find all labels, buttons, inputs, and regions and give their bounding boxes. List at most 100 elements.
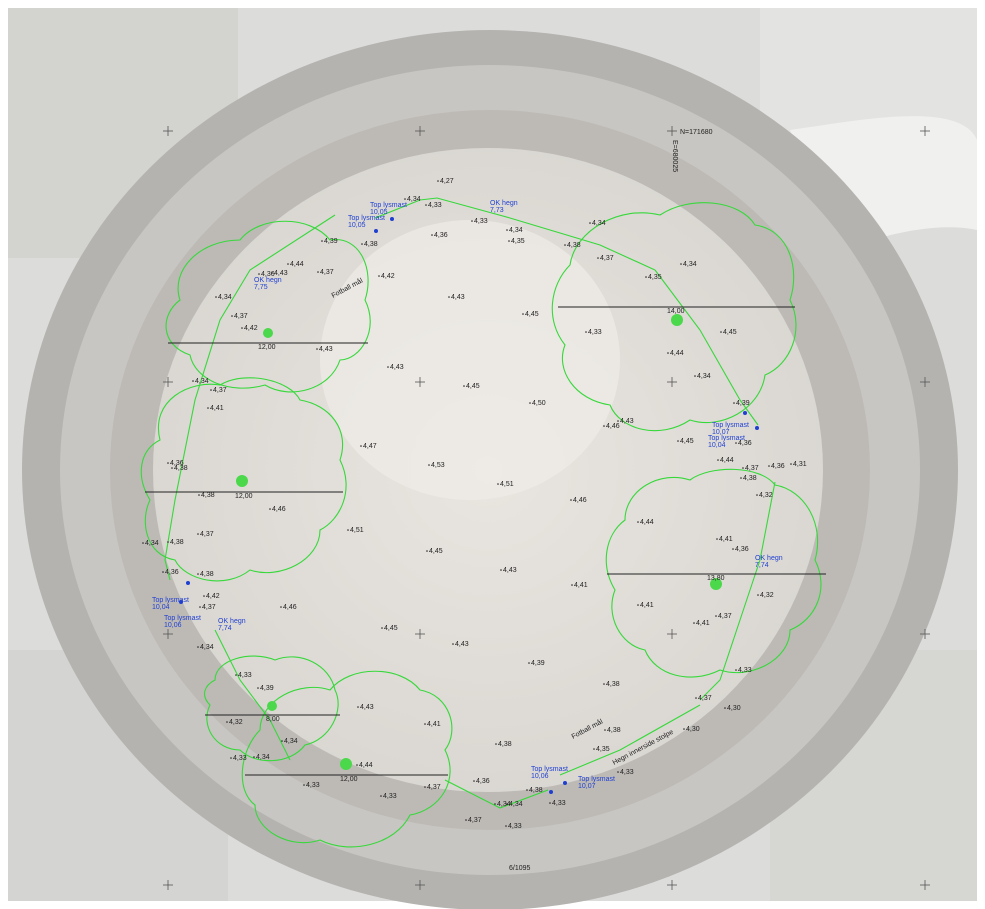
grid-cross xyxy=(667,629,677,639)
spot-height-label: 4,37 xyxy=(427,784,441,791)
grid-crosses xyxy=(163,126,930,890)
spot-height-point xyxy=(197,573,199,575)
spot-height-label: 4,38 xyxy=(201,492,215,499)
grid-cross xyxy=(920,629,930,639)
spot-height-point xyxy=(508,240,510,242)
spot-height-label: 4,34 xyxy=(200,644,214,651)
bottom-grid-label: 6/1095 xyxy=(509,865,531,872)
tree-diameter-sw: 8,00 xyxy=(266,716,280,723)
spot-height-point xyxy=(404,198,406,200)
spot-height-point xyxy=(680,263,682,265)
spot-height-label: 4,42 xyxy=(206,593,220,600)
spot-height-label: 4,37 xyxy=(698,695,712,702)
annotation-label: OK hegn 7,74 xyxy=(755,555,783,569)
spot-height-label: 4,33 xyxy=(620,769,634,776)
spot-height-point xyxy=(733,402,735,404)
spot-height-label: 4,36 xyxy=(434,232,448,239)
spot-height-point xyxy=(715,615,717,617)
spot-height-point xyxy=(437,180,439,182)
spot-height-point xyxy=(645,276,647,278)
spot-height-label: 4,34 xyxy=(284,738,298,745)
spot-height-point xyxy=(549,802,551,804)
spot-height-label: 4,38 xyxy=(743,475,757,482)
spot-height-point xyxy=(506,229,508,231)
spot-height-label: 4,32 xyxy=(760,592,774,599)
spot-height-point xyxy=(522,313,524,315)
annotation-label: Top lysmast 10,04 xyxy=(708,435,745,449)
annotation-label: OK hegn 7,74 xyxy=(218,618,246,632)
tree-diameter-ne: 14,00 xyxy=(667,308,685,315)
tree-canopy-s xyxy=(241,670,453,848)
spot-height-label: 4,38 xyxy=(567,242,581,249)
spot-height-point xyxy=(735,442,737,444)
spot-height-point xyxy=(494,803,496,805)
fence-line-west xyxy=(164,214,336,581)
spot-height-point xyxy=(171,467,173,469)
annotation-label: Top lysmast 10,04 xyxy=(152,597,189,611)
grid-cross xyxy=(163,629,173,639)
spot-height-point xyxy=(790,463,792,465)
spot-height-point xyxy=(735,669,737,671)
spot-height-point xyxy=(495,743,497,745)
spot-height-point xyxy=(617,420,619,422)
spot-height-label: 4,43 xyxy=(620,418,634,425)
grid-cross xyxy=(667,126,677,136)
spot-height-point xyxy=(207,407,209,409)
spot-height-label: 4,33 xyxy=(552,800,566,807)
annotations-layer: Top lysmast 10,05 Top lysmast 10,05 OK heg… xyxy=(152,200,783,790)
spot-height-label: 4,45 xyxy=(525,311,539,318)
spot-height-label: 4,43 xyxy=(360,704,374,711)
spot-height-label: 4,34 xyxy=(697,373,711,380)
spot-height-label: 4,47 xyxy=(363,443,377,450)
spot-height-label: 4,43 xyxy=(451,294,465,301)
tree-diameter-e: 13,80 xyxy=(707,575,725,582)
spot-height-point xyxy=(617,771,619,773)
spot-height-label: 4,46 xyxy=(283,604,297,611)
tree-trunk-s xyxy=(340,758,352,770)
spot-height-label: 4,43 xyxy=(455,641,469,648)
grid-cross xyxy=(667,880,677,890)
spot-height-point xyxy=(471,220,473,222)
annotation-label: Top lysmast 10,06 xyxy=(531,766,568,780)
spot-height-label: 4,37 xyxy=(200,531,214,538)
tree-canopy-nw xyxy=(165,220,371,393)
spot-height-label: 4,38 xyxy=(498,741,512,748)
spot-height-label: 4,46 xyxy=(272,506,286,513)
spot-height-label: 4,36 xyxy=(165,569,179,576)
spot-height-label: 4,38 xyxy=(174,465,188,472)
annotation-label: Top lysmast 10,07 xyxy=(712,422,749,436)
spot-height-point xyxy=(357,706,359,708)
spot-height-label: 4,51 xyxy=(500,481,514,488)
spot-height-point xyxy=(257,687,259,689)
dimension-lines xyxy=(145,306,826,776)
spot-height-point xyxy=(253,756,255,758)
spot-height-point xyxy=(506,803,508,805)
spot-height-label: 4,45 xyxy=(384,625,398,632)
spot-height-point xyxy=(387,366,389,368)
spot-height-point xyxy=(757,594,759,596)
spot-height-point xyxy=(694,375,696,377)
grid-cross xyxy=(920,880,930,890)
annotation-label: Top lysmast 10,05 xyxy=(370,202,407,216)
spot-height-point xyxy=(235,674,237,676)
spot-height-label: 4,39 xyxy=(260,685,274,692)
spot-height-label: 4,41 xyxy=(696,620,710,627)
spot-height-point xyxy=(142,542,144,544)
spot-height-label: 4,45 xyxy=(723,329,737,336)
spot-height-point xyxy=(529,402,531,404)
northing-label: N=171680 xyxy=(680,129,713,136)
spot-height-label: 4,37 xyxy=(718,613,732,620)
spot-height-point xyxy=(448,296,450,298)
spot-height-label: 4,30 xyxy=(686,726,700,733)
spot-height-point xyxy=(167,462,169,464)
spot-height-label: 4,38 xyxy=(529,787,543,794)
spot-height-label: 4,41 xyxy=(210,405,224,412)
spot-height-point xyxy=(603,683,605,685)
spot-height-point xyxy=(720,331,722,333)
spot-height-point xyxy=(241,327,243,329)
spot-height-label: 4,42 xyxy=(244,325,258,332)
spot-height-label: 4,37 xyxy=(745,465,759,472)
spot-height-point xyxy=(667,352,669,354)
spot-height-label: 4,45 xyxy=(466,383,480,390)
spot-height-point xyxy=(505,825,507,827)
